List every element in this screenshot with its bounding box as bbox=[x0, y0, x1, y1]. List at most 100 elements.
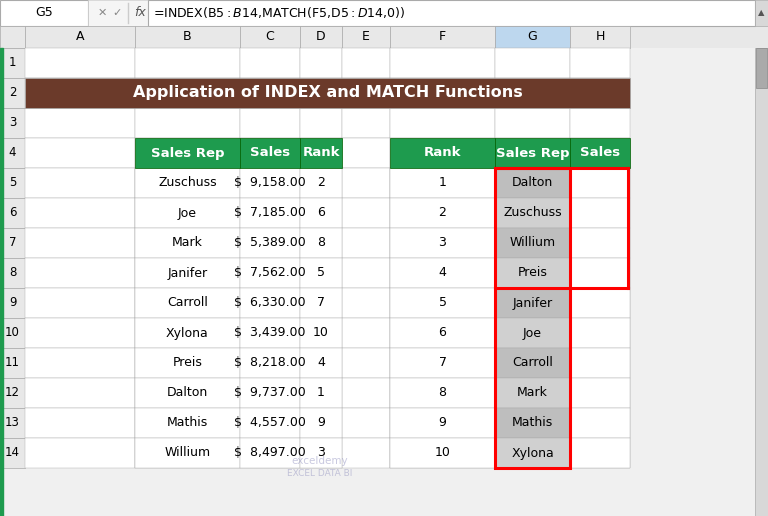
Bar bbox=[495, 138, 570, 168]
Bar bbox=[390, 258, 495, 288]
Bar bbox=[300, 258, 342, 288]
Bar bbox=[25, 26, 135, 48]
Bar bbox=[240, 378, 300, 408]
Text: 1: 1 bbox=[317, 386, 325, 399]
Bar bbox=[390, 408, 495, 438]
Bar bbox=[0, 0, 88, 26]
Bar bbox=[755, 0, 768, 26]
Bar bbox=[495, 318, 570, 348]
Bar bbox=[300, 108, 342, 138]
Bar bbox=[135, 26, 240, 48]
Bar bbox=[25, 348, 135, 378]
Bar bbox=[300, 408, 342, 438]
Bar bbox=[135, 138, 240, 168]
Bar bbox=[0, 168, 25, 198]
Bar bbox=[390, 438, 495, 468]
Bar bbox=[495, 228, 570, 258]
Bar bbox=[300, 168, 342, 198]
Bar bbox=[240, 408, 300, 438]
Bar bbox=[0, 348, 25, 378]
Bar bbox=[135, 258, 240, 288]
Text: B: B bbox=[184, 30, 192, 43]
Bar bbox=[300, 438, 342, 468]
Bar bbox=[495, 198, 570, 228]
Bar bbox=[495, 408, 570, 438]
Bar bbox=[135, 438, 240, 468]
Text: 9: 9 bbox=[8, 297, 16, 310]
Text: Sales Rep: Sales Rep bbox=[496, 147, 569, 159]
Bar bbox=[390, 138, 495, 168]
Bar bbox=[570, 138, 630, 168]
Text: Willium: Willium bbox=[509, 236, 555, 250]
Bar bbox=[135, 288, 240, 318]
Text: Mathis: Mathis bbox=[167, 416, 208, 429]
Text: 6: 6 bbox=[317, 206, 325, 219]
Bar bbox=[0, 138, 25, 168]
Bar bbox=[135, 198, 240, 228]
Bar bbox=[240, 48, 300, 78]
Text: 7: 7 bbox=[8, 236, 16, 250]
Text: $  4,557.00: $ 4,557.00 bbox=[234, 416, 306, 429]
Bar bbox=[495, 318, 570, 348]
Text: Preis: Preis bbox=[518, 266, 548, 280]
Bar bbox=[135, 138, 240, 168]
Text: 2: 2 bbox=[439, 206, 446, 219]
Text: G5: G5 bbox=[35, 7, 53, 20]
Text: C: C bbox=[266, 30, 274, 43]
Text: $  8,218.00: $ 8,218.00 bbox=[234, 357, 306, 369]
Bar bbox=[240, 408, 300, 438]
Text: Carroll: Carroll bbox=[167, 297, 208, 310]
Bar bbox=[88, 0, 148, 26]
Text: 5: 5 bbox=[439, 297, 446, 310]
Text: Sales: Sales bbox=[250, 147, 290, 159]
Bar bbox=[135, 228, 240, 258]
Bar bbox=[342, 228, 390, 258]
Bar bbox=[570, 348, 630, 378]
Bar bbox=[390, 408, 495, 438]
Bar bbox=[495, 378, 570, 408]
Bar bbox=[390, 48, 495, 78]
Bar bbox=[390, 168, 495, 198]
Bar bbox=[342, 168, 390, 198]
Text: 3: 3 bbox=[8, 117, 16, 130]
Bar bbox=[570, 288, 630, 318]
Bar bbox=[342, 408, 390, 438]
Bar bbox=[240, 78, 300, 108]
Text: 2: 2 bbox=[317, 176, 325, 189]
Text: 7: 7 bbox=[439, 357, 446, 369]
Bar bbox=[390, 78, 495, 108]
Bar bbox=[342, 198, 390, 228]
Bar bbox=[495, 138, 570, 168]
Bar bbox=[25, 108, 135, 138]
Bar bbox=[240, 108, 300, 138]
Bar bbox=[240, 258, 300, 288]
Bar bbox=[240, 138, 300, 168]
Bar bbox=[25, 408, 135, 438]
Text: Mathis: Mathis bbox=[512, 416, 553, 429]
Bar bbox=[570, 378, 630, 408]
Bar bbox=[135, 198, 240, 228]
Text: G: G bbox=[528, 30, 538, 43]
Text: $  9,158.00: $ 9,158.00 bbox=[234, 176, 306, 189]
Text: $  3,439.00: $ 3,439.00 bbox=[234, 327, 306, 340]
Text: Dalton: Dalton bbox=[512, 176, 553, 189]
Bar bbox=[135, 108, 240, 138]
Text: Rank: Rank bbox=[424, 147, 462, 159]
Text: Janifer: Janifer bbox=[512, 297, 552, 310]
Bar bbox=[495, 378, 570, 408]
Bar bbox=[135, 348, 240, 378]
Bar bbox=[135, 348, 240, 378]
Bar bbox=[495, 168, 570, 468]
Bar bbox=[300, 408, 342, 438]
Bar bbox=[390, 228, 495, 258]
Bar bbox=[135, 78, 240, 108]
Text: 5: 5 bbox=[8, 176, 16, 189]
Bar bbox=[570, 198, 630, 228]
Bar bbox=[240, 438, 300, 468]
Bar bbox=[240, 348, 300, 378]
Text: 13: 13 bbox=[5, 416, 20, 429]
Bar bbox=[570, 228, 630, 258]
Text: 1: 1 bbox=[439, 176, 446, 189]
Text: $  5,389.00: $ 5,389.00 bbox=[234, 236, 306, 250]
Bar bbox=[390, 26, 495, 48]
